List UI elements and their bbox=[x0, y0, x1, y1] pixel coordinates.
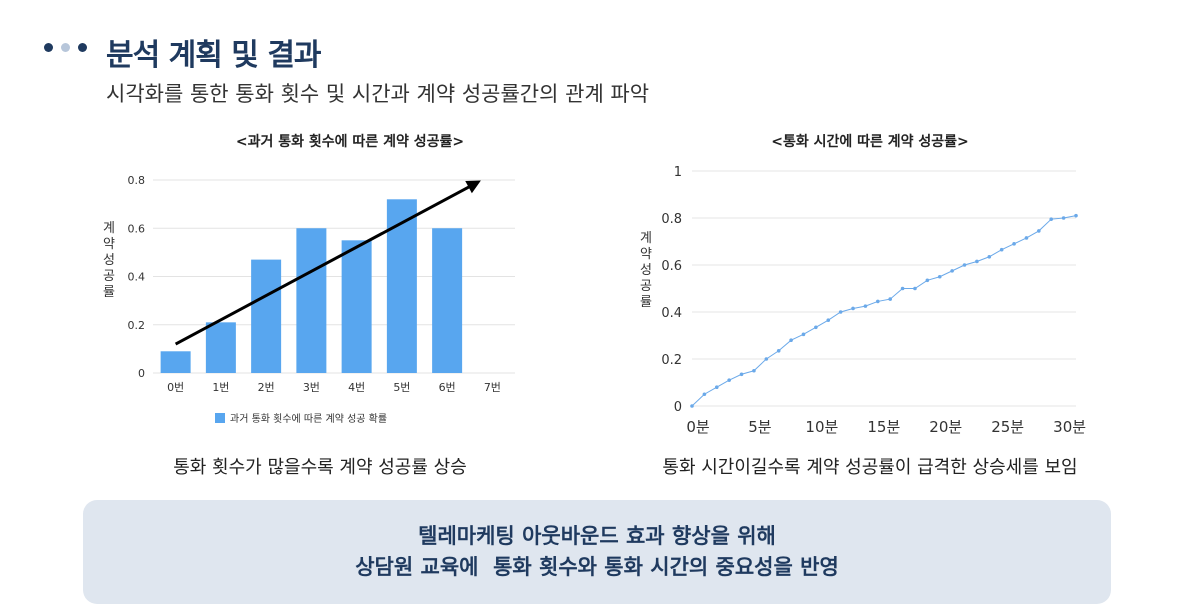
line-chart-title: <통화 시간에 따른 계약 성공률> bbox=[771, 134, 969, 150]
y-tick-label: 0 bbox=[138, 367, 145, 380]
y-tick-label: 0.6 bbox=[661, 259, 682, 274]
data-point bbox=[900, 286, 905, 291]
conclusion-box: 텔레마케팅 아웃바운드 효과 향상을 위해 상담원 교육에 통화 횟수와 통화 … bbox=[83, 500, 1111, 604]
data-point bbox=[999, 247, 1004, 252]
series-line bbox=[691, 215, 1077, 407]
data-point bbox=[690, 404, 694, 408]
data-point bbox=[714, 385, 719, 389]
data-point bbox=[863, 304, 868, 308]
data-point bbox=[851, 306, 855, 311]
x-tick-label: 5분 bbox=[748, 418, 772, 436]
y-tick-label: 0.8 bbox=[661, 212, 682, 227]
bar bbox=[386, 199, 417, 373]
data-point bbox=[739, 372, 744, 377]
x-tick-label: 2번 bbox=[258, 381, 275, 394]
x-tick-label: 25분 bbox=[991, 418, 1024, 436]
bar bbox=[160, 351, 191, 373]
data-point bbox=[987, 254, 992, 259]
x-tick-label: 0분 bbox=[686, 418, 710, 436]
data-point bbox=[752, 368, 756, 373]
x-tick-label: 4번 bbox=[348, 381, 365, 394]
data-point bbox=[764, 357, 769, 361]
line-chart-caption: 통화 시간이길수록 계약 성공률이 급격한 상승세를 보임 bbox=[662, 457, 1078, 478]
data-point bbox=[826, 318, 831, 323]
data-point bbox=[1049, 217, 1054, 221]
y-tick-label: 0.2 bbox=[661, 353, 682, 368]
bar-chart: 0 0.2 0.4 0.6 0.8 0번 1번 2번 3번 4번 5번 6번 7번 계 약 성 공 률과거 통화 … bbox=[103, 174, 515, 425]
bar bbox=[341, 240, 372, 373]
data-point bbox=[925, 278, 930, 283]
x-tick-label: 10분 bbox=[805, 418, 838, 436]
bar bbox=[296, 228, 327, 373]
bar-chart-title: <과거 통화 횟수에 따른 계약 성공률> bbox=[235, 134, 465, 150]
data-point bbox=[776, 348, 781, 353]
data-point bbox=[838, 310, 843, 314]
bar bbox=[432, 228, 463, 373]
y-tick-label: 0 bbox=[674, 400, 682, 415]
data-point bbox=[950, 269, 954, 273]
y-tick-label: 0.8 bbox=[128, 174, 146, 187]
data-point bbox=[727, 378, 731, 382]
data-point bbox=[702, 392, 707, 397]
trend-arrow-line bbox=[174, 181, 479, 346]
page-subtitle: 시각화를 통한 통화 횟수 및 시간과 계약 성공률간의 관계 파악 bbox=[106, 82, 650, 106]
data-point bbox=[1024, 236, 1029, 240]
data-point bbox=[937, 274, 942, 279]
legend-label: 과거 통화 횟수에 따른 계약 성공 확률 bbox=[230, 413, 387, 425]
y-tick-label: 0.2 bbox=[128, 319, 146, 332]
y-tick-label: 1 bbox=[674, 165, 682, 180]
x-tick-label: 6번 bbox=[439, 381, 456, 394]
x-tick-label: 20분 bbox=[929, 418, 962, 436]
data-point bbox=[1074, 213, 1078, 218]
x-tick-label: 1번 bbox=[212, 381, 229, 394]
legend-swatch bbox=[215, 413, 225, 423]
x-tick-label: 30분 bbox=[1053, 418, 1086, 436]
bar bbox=[205, 322, 236, 373]
conclusion-line-2: 상담원 교육에 통화 횟수와 통화 시간의 중요성을 반영 bbox=[355, 555, 839, 579]
data-point bbox=[789, 338, 793, 342]
bullet-dot bbox=[78, 43, 87, 52]
x-tick-label: 5번 bbox=[393, 381, 410, 394]
data-point bbox=[876, 299, 880, 304]
data-point bbox=[814, 325, 818, 330]
data-point bbox=[913, 286, 917, 291]
data-point bbox=[1012, 242, 1016, 246]
bullet-dot bbox=[61, 43, 70, 52]
bullet-dot bbox=[44, 43, 53, 52]
data-point bbox=[962, 263, 967, 267]
data-point bbox=[801, 332, 806, 337]
data-point bbox=[1037, 229, 1041, 233]
y-tick-label: 0.4 bbox=[128, 271, 146, 284]
x-tick-label: 0번 bbox=[167, 381, 184, 394]
data-point bbox=[888, 297, 892, 301]
data-point bbox=[1061, 216, 1066, 220]
conclusion-line-1: 텔레마케팅 아웃바운드 효과 향상을 위해 bbox=[418, 524, 776, 548]
data-point bbox=[975, 259, 979, 264]
y-tick-label: 0.6 bbox=[128, 222, 146, 235]
bar-chart-caption: 통화 횟수가 많을수록 계약 성공률 상승 bbox=[173, 457, 467, 478]
x-tick-label: 15분 bbox=[867, 418, 900, 436]
page-title: 분석 계획 및 결과 bbox=[106, 38, 322, 73]
bar bbox=[251, 259, 282, 373]
title-bullet-dots bbox=[44, 43, 90, 53]
y-tick-label: 0.4 bbox=[661, 306, 682, 321]
x-tick-label: 7번 bbox=[484, 381, 501, 394]
trend-arrow-head bbox=[465, 180, 481, 194]
x-tick-label: 3번 bbox=[303, 381, 320, 394]
